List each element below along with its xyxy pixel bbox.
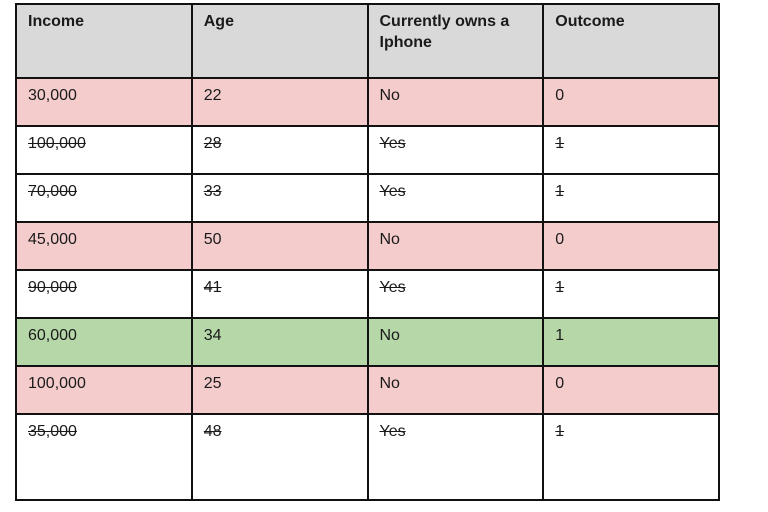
cell-age: 50 bbox=[190, 221, 369, 271]
cell-age: 41 bbox=[190, 269, 369, 319]
cell-iphone: No bbox=[366, 77, 545, 127]
table-row: 70,000 33 Yes 1 bbox=[15, 173, 720, 223]
cell-outcome: 1 bbox=[542, 125, 720, 175]
iphone-outcome-table: Income Age Currently owns a Iphone Outco… bbox=[15, 3, 720, 501]
cell-iphone: No bbox=[366, 221, 545, 271]
cell-income: 70,000 bbox=[15, 173, 193, 223]
table-row: 90,000 41 Yes 1 bbox=[15, 269, 720, 319]
cell-iphone: No bbox=[366, 317, 545, 367]
cell-income: 90,000 bbox=[15, 269, 193, 319]
cell-outcome: 1 bbox=[542, 269, 720, 319]
cell-outcome: 1 bbox=[542, 413, 720, 501]
cell-outcome: 0 bbox=[542, 365, 720, 415]
cell-outcome: 1 bbox=[542, 317, 720, 367]
table-body: 30,000 22 No 0 100,000 28 Yes 1 70,000 33 Yes 1 45,0… bbox=[15, 77, 720, 501]
cell-iphone: Yes bbox=[366, 269, 545, 319]
table-row: 100,000 28 Yes 1 bbox=[15, 125, 720, 175]
cell-age: 33 bbox=[190, 173, 369, 223]
cell-outcome: 0 bbox=[542, 77, 720, 127]
cell-outcome: 1 bbox=[542, 173, 720, 223]
table-row: 45,000 50 No 0 bbox=[15, 221, 720, 271]
cell-income: 100,000 bbox=[15, 365, 193, 415]
cell-iphone: Yes bbox=[366, 413, 545, 501]
header-row: Income Age Currently owns a Iphone Outco… bbox=[15, 3, 720, 79]
cell-iphone: Yes bbox=[366, 125, 545, 175]
cell-income: 35,000 bbox=[15, 413, 193, 501]
cell-age: 34 bbox=[190, 317, 369, 367]
cell-income: 100,000 bbox=[15, 125, 193, 175]
cell-iphone: Yes bbox=[366, 173, 545, 223]
cell-income: 45,000 bbox=[15, 221, 193, 271]
column-header-age: Age bbox=[190, 3, 369, 79]
cell-iphone: No bbox=[366, 365, 545, 415]
column-header-income: Income bbox=[15, 3, 193, 79]
column-header-iphone: Currently owns a Iphone bbox=[366, 3, 545, 79]
cell-age: 25 bbox=[190, 365, 369, 415]
cell-outcome: 0 bbox=[542, 221, 720, 271]
cell-income: 30,000 bbox=[15, 77, 193, 127]
cell-age: 22 bbox=[190, 77, 369, 127]
column-header-outcome: Outcome bbox=[542, 3, 720, 79]
table-row: 60,000 34 No 1 bbox=[15, 317, 720, 367]
table-row: 30,000 22 No 0 bbox=[15, 77, 720, 127]
cell-age: 48 bbox=[190, 413, 369, 501]
cell-age: 28 bbox=[190, 125, 369, 175]
table-row: 100,000 25 No 0 bbox=[15, 365, 720, 415]
cell-income: 60,000 bbox=[15, 317, 193, 367]
table-row: 35,000 48 Yes 1 bbox=[15, 413, 720, 501]
